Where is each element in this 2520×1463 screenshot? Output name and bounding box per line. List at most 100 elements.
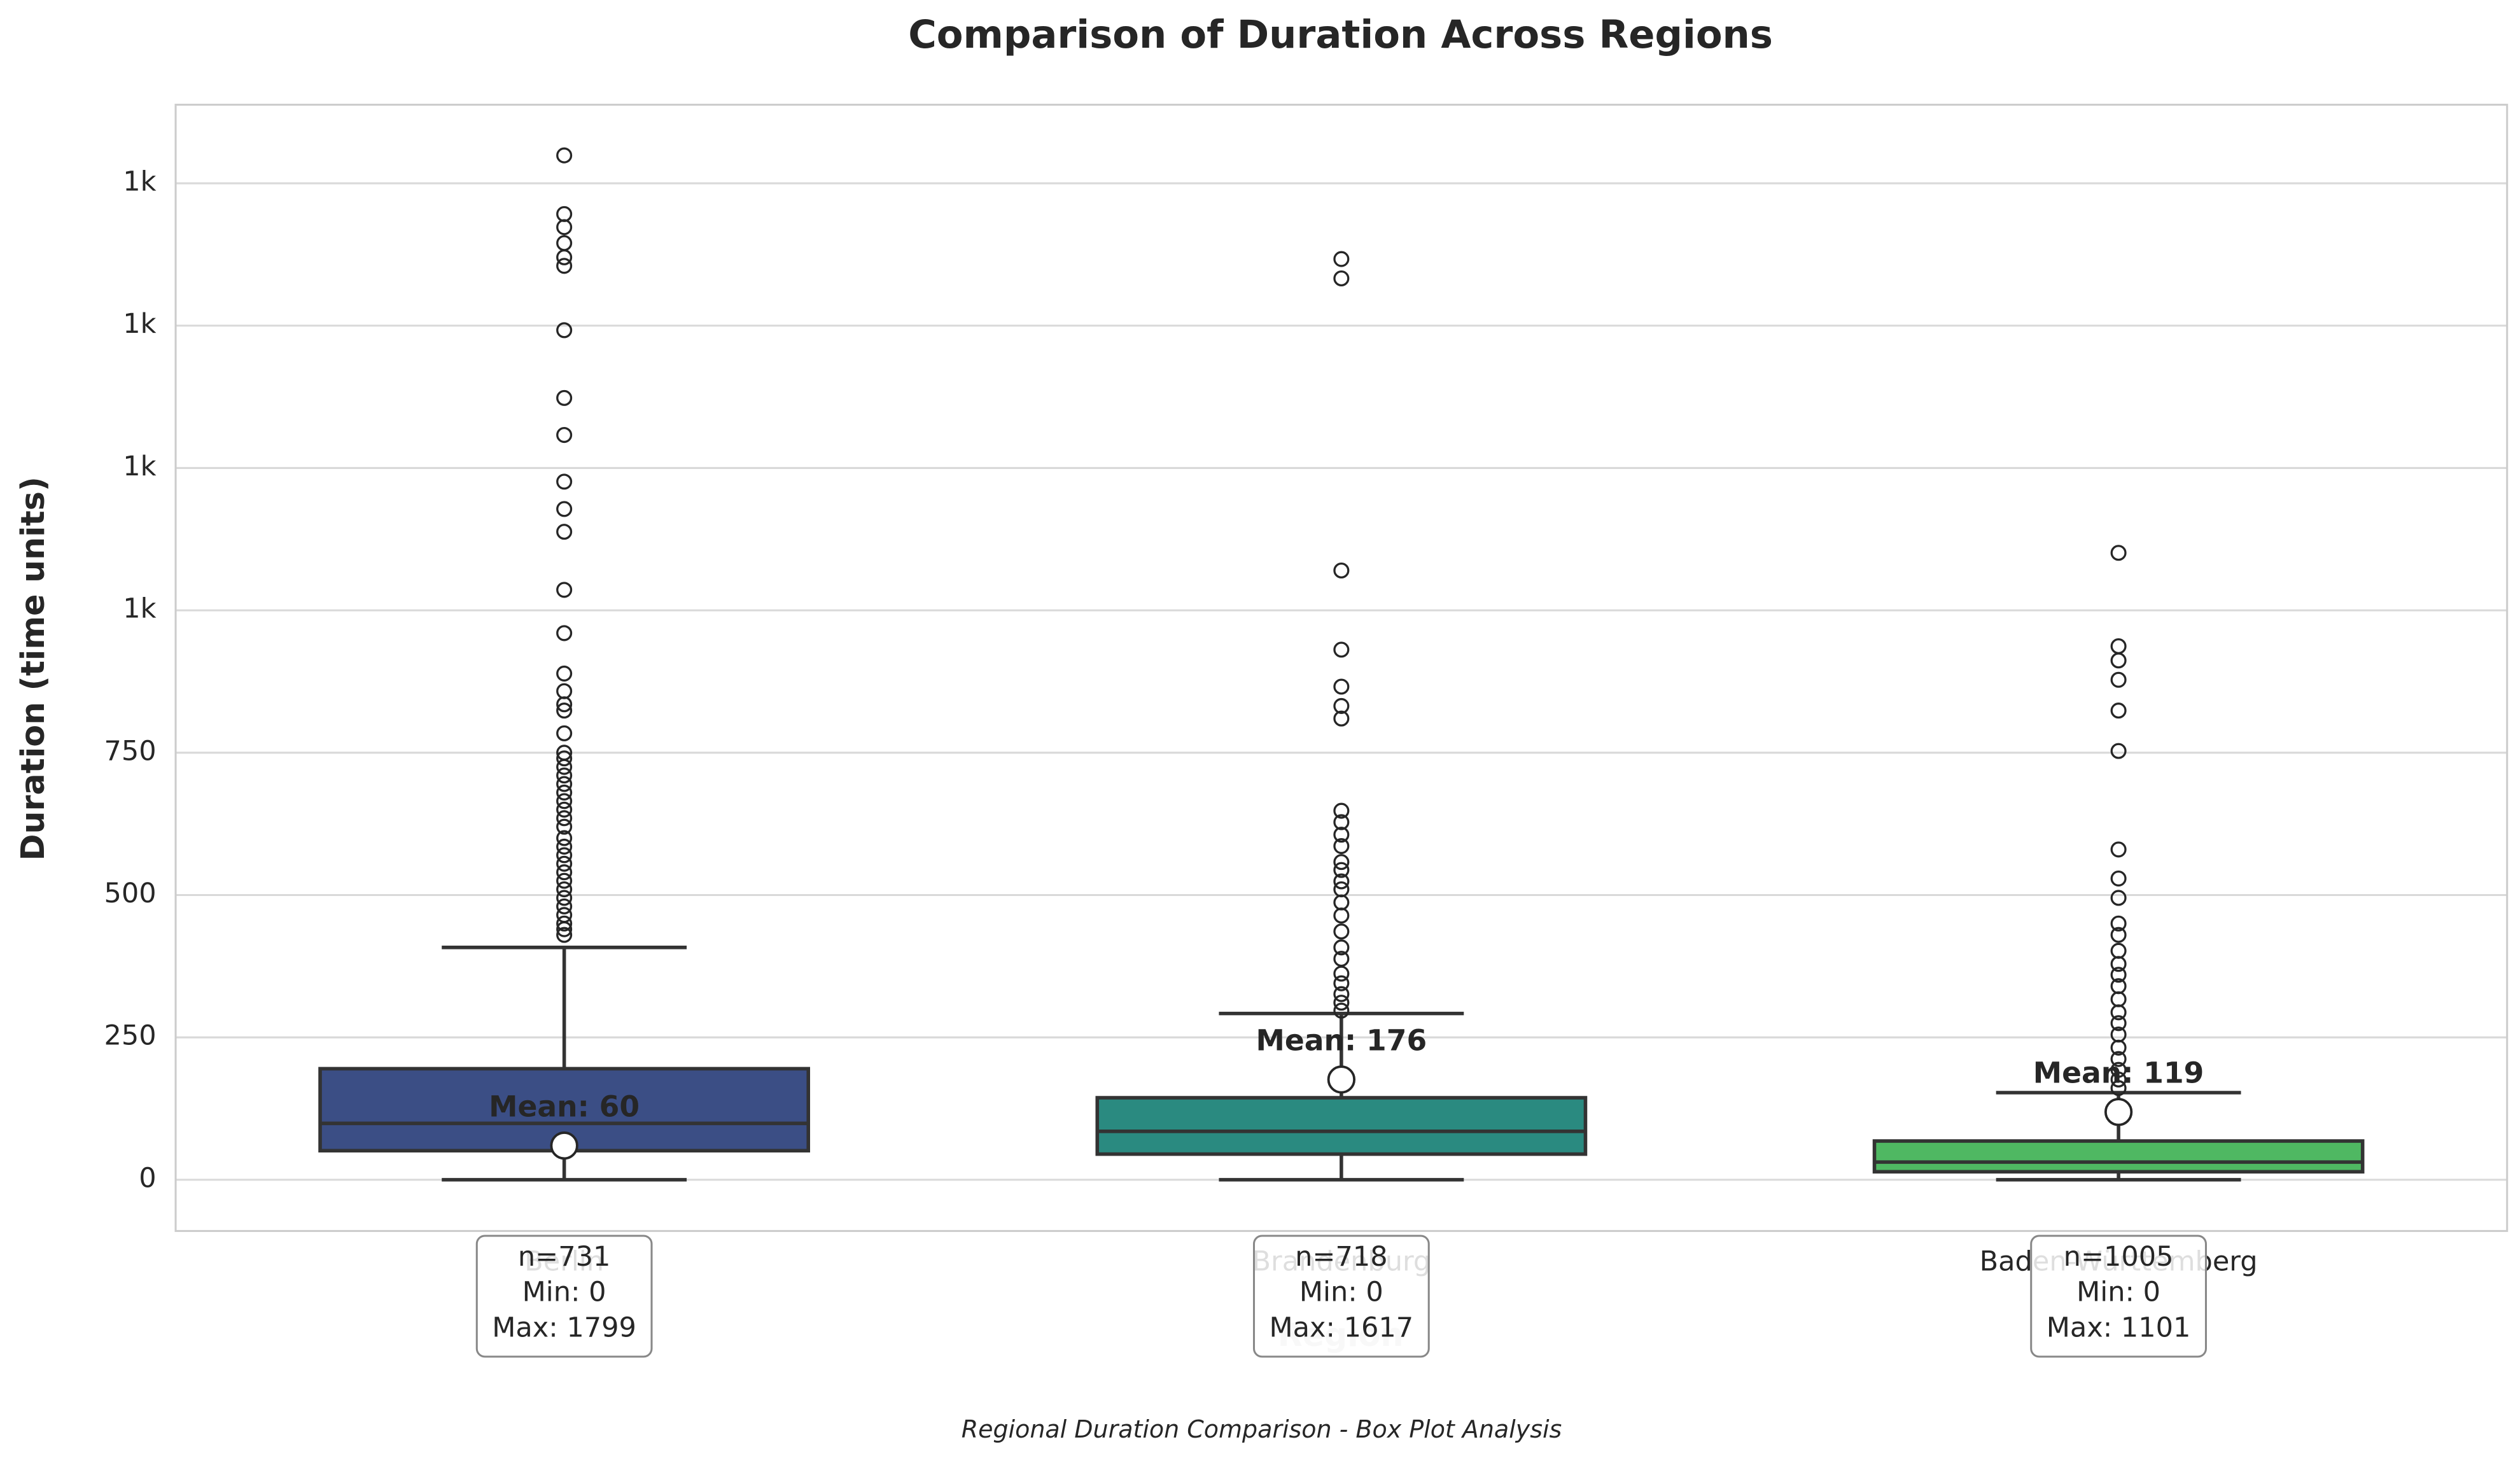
outlier bbox=[2110, 1015, 2127, 1032]
stats-text: n=718 bbox=[1295, 1241, 1387, 1273]
outlier bbox=[1333, 923, 1350, 940]
outlier bbox=[2110, 1004, 2127, 1021]
outlier bbox=[556, 881, 573, 898]
outlier bbox=[556, 898, 573, 914]
y-tick-label: 500 bbox=[104, 878, 156, 909]
outlier bbox=[556, 696, 573, 713]
stats-text: Max: 1617 bbox=[1270, 1312, 1414, 1343]
y-tick-label: 250 bbox=[104, 1020, 156, 1052]
outlier bbox=[556, 872, 573, 889]
outlier bbox=[2110, 1071, 2127, 1088]
box bbox=[1095, 1096, 1588, 1156]
outlier bbox=[2110, 956, 2127, 972]
mean-label: Mean: 119 bbox=[2033, 1056, 2204, 1090]
outlier bbox=[2110, 1051, 2127, 1067]
outlier bbox=[1333, 251, 1350, 267]
outlier bbox=[2110, 967, 2127, 983]
outlier bbox=[1333, 827, 1350, 843]
outlier bbox=[556, 625, 573, 641]
outlier bbox=[1333, 697, 1350, 714]
outlier bbox=[556, 847, 573, 864]
stats-text: n=731 bbox=[518, 1241, 610, 1273]
outlier bbox=[1333, 873, 1350, 890]
stats-text: Min: 0 bbox=[1299, 1277, 1383, 1308]
outlier bbox=[556, 725, 573, 741]
stats-text: Min: 0 bbox=[522, 1277, 606, 1308]
stats-text: Min: 0 bbox=[2076, 1277, 2160, 1308]
outlier bbox=[556, 864, 573, 881]
outlier bbox=[556, 793, 573, 809]
outlier bbox=[556, 759, 573, 775]
mean-marker bbox=[1327, 1065, 1356, 1094]
outlier bbox=[2110, 841, 2127, 858]
mean-label: Mean: 176 bbox=[1256, 1024, 1427, 1058]
outlier bbox=[556, 801, 573, 818]
outlier bbox=[556, 524, 573, 540]
stats-text: Max: 1799 bbox=[492, 1312, 636, 1343]
outlier bbox=[556, 855, 573, 872]
outlier bbox=[2110, 927, 2127, 943]
y-tick-label: 0 bbox=[139, 1162, 156, 1194]
outlier bbox=[2110, 871, 2127, 887]
mean-marker bbox=[550, 1131, 578, 1160]
outlier bbox=[1333, 995, 1350, 1011]
y-tick-label: 1k bbox=[123, 308, 156, 340]
outlier bbox=[1333, 986, 1350, 1002]
outlier bbox=[556, 915, 573, 932]
outlier bbox=[556, 776, 573, 792]
outlier bbox=[556, 219, 573, 235]
outlier bbox=[1333, 814, 1350, 830]
outlier bbox=[556, 767, 573, 784]
outlier bbox=[1333, 939, 1350, 956]
outlier bbox=[1333, 678, 1350, 695]
outlier bbox=[1333, 710, 1350, 727]
outlier bbox=[556, 810, 573, 827]
outlier bbox=[556, 703, 573, 719]
outlier bbox=[556, 830, 573, 846]
outlier bbox=[556, 249, 573, 265]
stats-text: Max: 1101 bbox=[2047, 1312, 2191, 1343]
outlier bbox=[2110, 915, 2127, 932]
outlier bbox=[2110, 1080, 2127, 1096]
outlier bbox=[556, 501, 573, 517]
plot-area bbox=[318, 147, 2365, 1182]
outlier bbox=[556, 818, 573, 835]
y-tick-label: 1k bbox=[123, 451, 156, 482]
outlier bbox=[1333, 862, 1350, 878]
outlier bbox=[2110, 743, 2127, 759]
stats-box bbox=[475, 1235, 653, 1358]
outlier bbox=[556, 921, 573, 937]
outlier bbox=[556, 750, 573, 767]
outlier bbox=[556, 582, 573, 598]
outlier bbox=[1333, 802, 1350, 819]
outlier bbox=[1333, 975, 1350, 991]
outlier bbox=[1333, 854, 1350, 871]
outlier bbox=[2110, 1039, 2127, 1056]
stats-box bbox=[2030, 1235, 2207, 1358]
outlier bbox=[1333, 965, 1350, 982]
outlier bbox=[556, 389, 573, 406]
outlier bbox=[1333, 838, 1350, 855]
outlier bbox=[2110, 703, 2127, 719]
outlier bbox=[1333, 641, 1350, 658]
y-tick-label: 1k bbox=[123, 593, 156, 625]
outlier bbox=[556, 927, 573, 943]
outlier bbox=[2110, 652, 2127, 669]
mean-marker bbox=[2104, 1098, 2133, 1126]
plot-frame bbox=[174, 104, 2509, 1232]
outlier bbox=[556, 258, 573, 274]
outlier bbox=[1333, 562, 1350, 579]
outlier bbox=[1333, 1002, 1350, 1019]
outlier bbox=[556, 890, 573, 906]
y-tick-label: 1k bbox=[123, 166, 156, 198]
outlier bbox=[556, 427, 573, 444]
outlier bbox=[556, 838, 573, 855]
outlier bbox=[556, 665, 573, 682]
chart-title: Comparison of Duration Across Regions bbox=[908, 13, 1773, 57]
caption: Regional Duration Comparison - Box Plot … bbox=[962, 1415, 1562, 1443]
outlier bbox=[2110, 890, 2127, 906]
outlier bbox=[1333, 270, 1350, 287]
outlier bbox=[556, 322, 573, 339]
